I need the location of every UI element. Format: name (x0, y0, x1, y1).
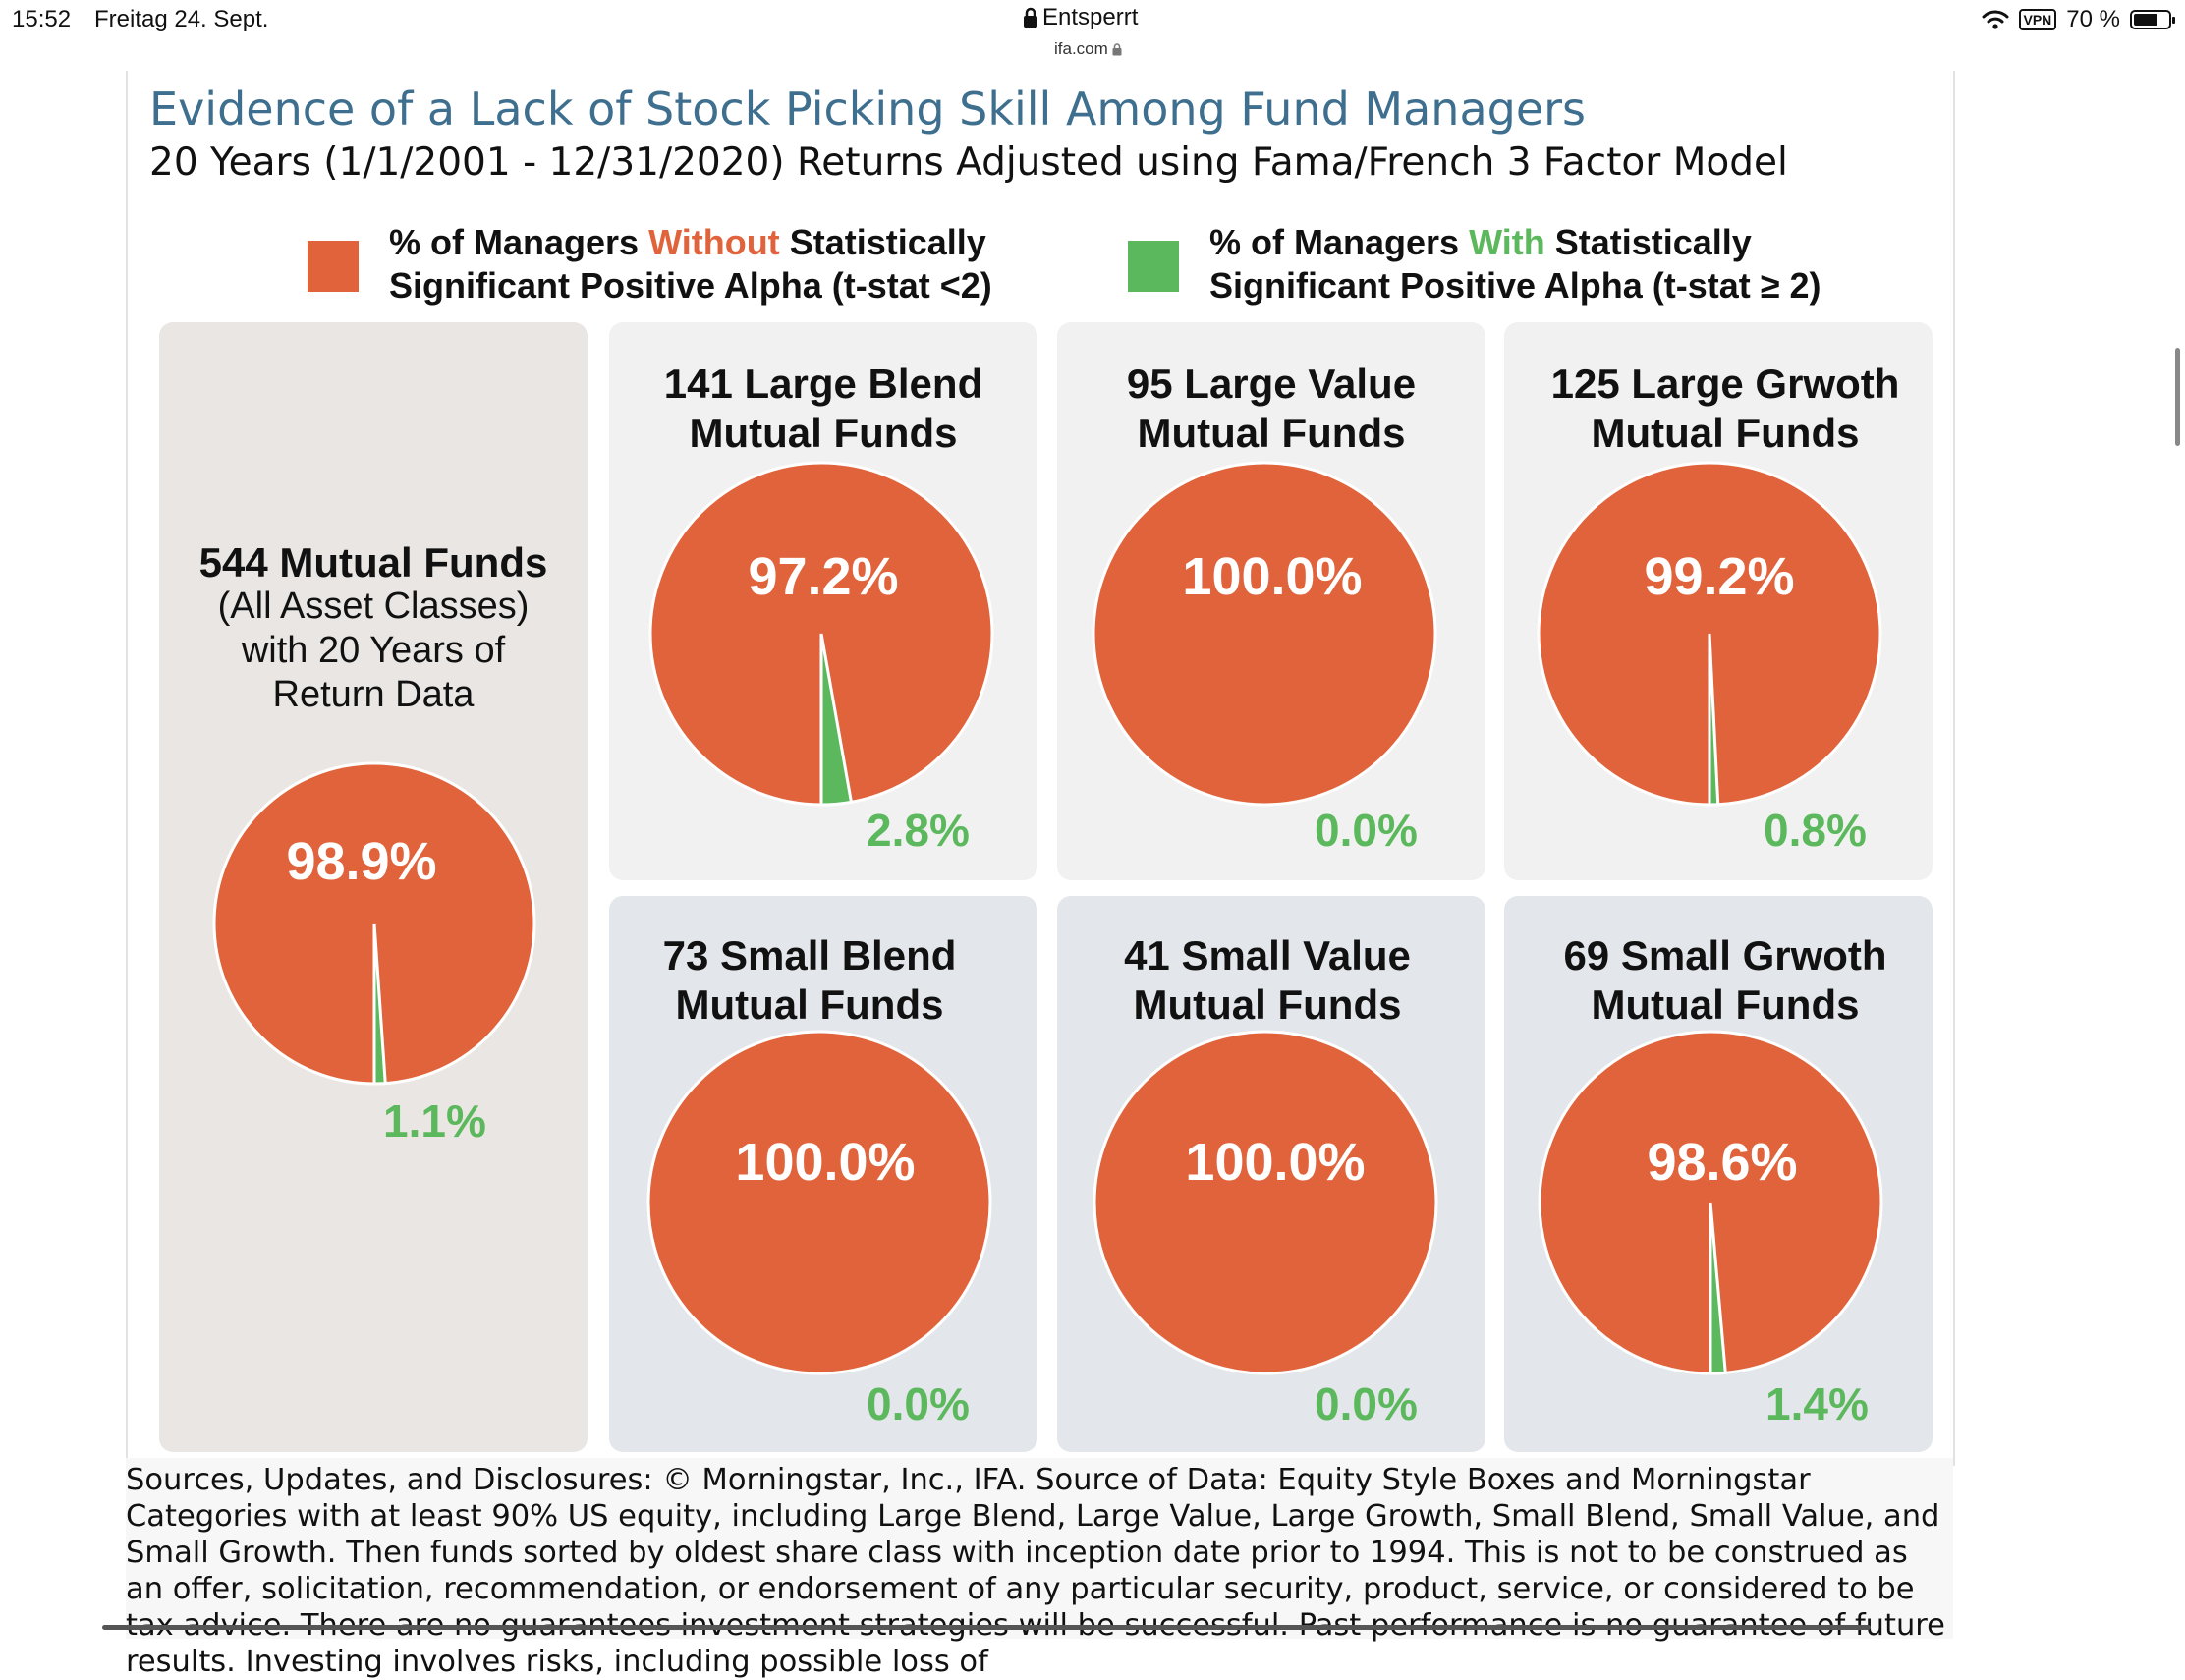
chart-title-small-value: 41 Small Value Mutual Funds (1053, 931, 1482, 1030)
lock-icon (1024, 7, 1037, 28)
battery-percent: 70 % (2066, 6, 2120, 32)
chart-title-line2: Mutual Funds (1133, 981, 1402, 1028)
pie-label-small: 1.1% (383, 1095, 486, 1147)
page-border-left (126, 71, 128, 1466)
home-indicator[interactable] (102, 1625, 1871, 1630)
page-border-right (1953, 71, 1955, 1466)
disclosure-text: Sources, Updates, and Disclosures: © Mor… (126, 1463, 1945, 1679)
page-subtitle: 20 Years (1/1/2001 - 12/31/2020) Returns… (149, 140, 1788, 185)
legend-with-post: Statistically (1544, 222, 1752, 262)
chart-title-line2: Mutual Funds (1591, 410, 1860, 456)
legend-with-key: With (1469, 222, 1545, 262)
chart-title-large-blend: 141 Large Blend Mutual Funds (609, 360, 1037, 458)
chart-title-line1: 95 Large Value (1126, 361, 1417, 407)
url-bar[interactable]: ifa.com (1054, 39, 1122, 59)
pie-label-main: 97.2% (748, 547, 899, 606)
scrollbar[interactable] (2175, 348, 2180, 446)
summary-title: 544 Mutual Funds (198, 539, 548, 586)
summary-line3: Return Data (272, 674, 475, 715)
pie-label-main: 100.0% (1182, 547, 1363, 606)
chart-title-line1: 73 Small Blend (662, 932, 957, 979)
status-bar: 15:52 Freitag 24. Sept. Entsperrt ifa.co… (0, 0, 2185, 71)
battery-icon (2130, 10, 2175, 29)
legend-without-key: Without (648, 222, 780, 262)
chart-title-line1: 125 Large Grwoth (1550, 361, 1900, 407)
wifi-icon (1982, 10, 2008, 29)
chart-title-large-value: 95 Large Value Mutual Funds (1057, 360, 1485, 458)
chart-title-line1: 141 Large Blend (663, 361, 983, 407)
pie-label-main: 98.6% (1647, 1133, 1798, 1192)
legend-swatch-without (308, 241, 359, 292)
lock-indicator[interactable]: Entsperrt (1023, 4, 1138, 31)
chart-title-small-blend: 73 Small Blend Mutual Funds (595, 931, 1024, 1030)
url-text: ifa.com (1054, 39, 1108, 58)
disclosure-section: Sources, Updates, and Disclosures: © Mor… (126, 1458, 1953, 1679)
pie-label-main: 99.2% (1644, 547, 1795, 606)
legend-without-pre: % of Managers (389, 222, 649, 262)
legend-without-post: Statistically (779, 222, 986, 262)
pie-label-main: 98.9% (286, 832, 437, 891)
chart-title-large-growth: 125 Large Grwoth Mutual Funds (1504, 360, 1946, 458)
pie-label-main: 100.0% (735, 1133, 916, 1192)
pie-label-small: 0.0% (1315, 1378, 1418, 1429)
chart-title-line2: Mutual Funds (675, 981, 944, 1028)
legend-with-line2: Significant Positive Alpha (t-stat ≥ 2) (1209, 265, 1821, 306)
chart-title-line1: 41 Small Value (1124, 932, 1411, 979)
legend-with: % of Managers With Statistically Signifi… (1209, 221, 1821, 308)
chart-title-line2: Mutual Funds (1591, 981, 1860, 1028)
pie-label-main: 100.0% (1185, 1133, 1366, 1192)
chart-title-small-growth: 69 Small Grwoth Mutual Funds (1504, 931, 1946, 1030)
secure-lock-icon (1112, 42, 1122, 55)
legend-without-line2: Significant Positive Alpha (t-stat <2) (389, 265, 992, 306)
status-right: VPN 70 % (1982, 6, 2175, 33)
status-time: 15:52 (12, 6, 72, 32)
pie-label-small: 1.4% (1765, 1378, 1869, 1429)
summary-line1: (All Asset Classes) (217, 586, 530, 627)
chart-title-line2: Mutual Funds (1137, 410, 1406, 456)
lock-title: Entsperrt (1042, 4, 1139, 30)
pie-label-small: 0.0% (1315, 805, 1418, 856)
summary-line2: with 20 Years of (241, 630, 506, 671)
pie-label-small: 2.8% (867, 805, 970, 856)
page-title: Evidence of a Lack of Stock Picking Skil… (149, 83, 1587, 136)
legend-with-pre: % of Managers (1209, 222, 1470, 262)
pie-label-small: 0.0% (867, 1378, 970, 1429)
legend-without: % of Managers Without Statistically Sign… (389, 221, 992, 308)
chart-title-line2: Mutual Funds (689, 410, 958, 456)
vpn-badge: VPN (2018, 9, 2057, 30)
status-date: Freitag 24. Sept. (94, 6, 269, 32)
legend-swatch-with (1128, 241, 1179, 292)
summary-text: 544 Mutual Funds (All Asset Classes) wit… (159, 540, 588, 717)
pie-label-small: 0.8% (1764, 805, 1867, 856)
chart-title-line1: 69 Small Grwoth (1563, 932, 1887, 979)
